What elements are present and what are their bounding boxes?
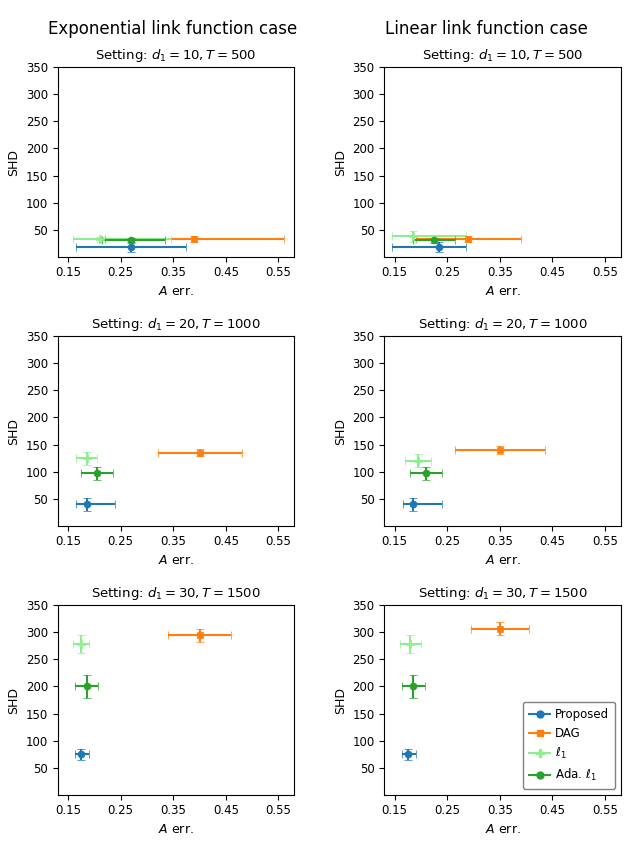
X-axis label: $A$ err.: $A$ err. xyxy=(484,823,520,836)
Legend: Proposed, DAG, $\ell_1$, Ada. $\ell_1$: Proposed, DAG, $\ell_1$, Ada. $\ell_1$ xyxy=(523,702,615,789)
X-axis label: $A$ err.: $A$ err. xyxy=(158,554,194,567)
Title: Setting: $d_1 = 10, T = 500$: Setting: $d_1 = 10, T = 500$ xyxy=(95,47,257,64)
Title: Setting: $d_1 = 30, T = 1500$: Setting: $d_1 = 30, T = 1500$ xyxy=(91,585,261,602)
Y-axis label: SHD: SHD xyxy=(333,686,347,713)
Title: Setting: $d_1 = 20, T = 1000$: Setting: $d_1 = 20, T = 1000$ xyxy=(417,316,588,333)
X-axis label: $A$ err.: $A$ err. xyxy=(484,554,520,567)
Y-axis label: SHD: SHD xyxy=(7,417,20,445)
Title: Setting: $d_1 = 30, T = 1500$: Setting: $d_1 = 30, T = 1500$ xyxy=(417,585,588,602)
X-axis label: $A$ err.: $A$ err. xyxy=(484,285,520,298)
Title: Setting: $d_1 = 10, T = 500$: Setting: $d_1 = 10, T = 500$ xyxy=(422,47,583,64)
Text: Linear link function case: Linear link function case xyxy=(385,20,588,39)
Y-axis label: SHD: SHD xyxy=(7,149,20,176)
Text: Exponential link function case: Exponential link function case xyxy=(48,20,298,39)
Y-axis label: SHD: SHD xyxy=(333,149,347,176)
X-axis label: $A$ err.: $A$ err. xyxy=(158,823,194,836)
Title: Setting: $d_1 = 20, T = 1000$: Setting: $d_1 = 20, T = 1000$ xyxy=(91,316,261,333)
Y-axis label: SHD: SHD xyxy=(333,417,347,445)
X-axis label: $A$ err.: $A$ err. xyxy=(158,285,194,298)
Y-axis label: SHD: SHD xyxy=(7,686,20,713)
